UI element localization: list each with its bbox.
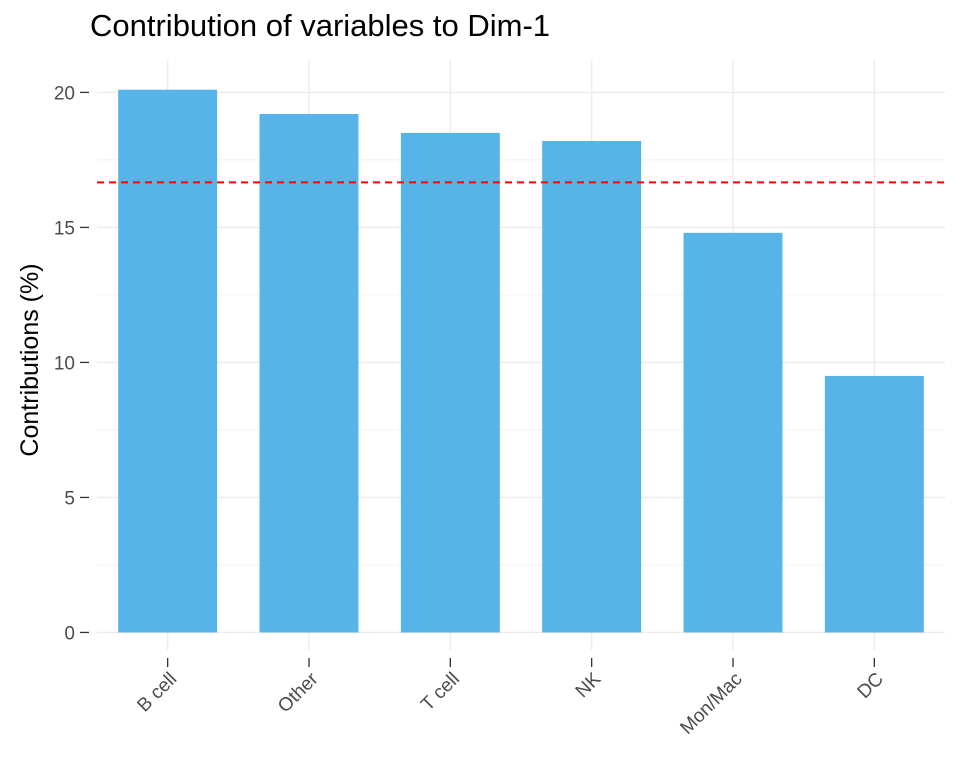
y-axis: 0 5 10 15 20: [54, 83, 89, 644]
x-axis: B cell Other T cell NK Mon/Mac DC: [133, 658, 888, 739]
x-tick-label: Mon/Mac: [676, 669, 746, 739]
x-tick-label: NK: [572, 668, 606, 702]
y-tick-label: 0: [64, 623, 75, 644]
y-tick-label: 15: [54, 218, 75, 239]
x-tick-label: B cell: [133, 669, 181, 717]
bar-mon-mac: [683, 232, 783, 633]
x-tick-label: T cell: [417, 669, 464, 716]
y-tick-label: 10: [54, 353, 75, 374]
chart-title: Contribution of variables to Dim-1: [90, 8, 551, 43]
x-tick-label: DC: [854, 669, 888, 703]
bar-other: [259, 114, 359, 633]
y-axis-title: Contributions (%): [16, 263, 44, 456]
y-tick-label: 20: [54, 83, 75, 104]
grid-lines: [97, 60, 945, 650]
bar-dc: [824, 375, 924, 633]
bar-nk: [542, 141, 642, 633]
x-tick-label: Other: [274, 668, 323, 717]
y-tick-label: 5: [64, 488, 75, 509]
bars: [118, 89, 924, 633]
bar-b-cell: [118, 89, 218, 633]
bar-t-cell: [400, 132, 500, 633]
